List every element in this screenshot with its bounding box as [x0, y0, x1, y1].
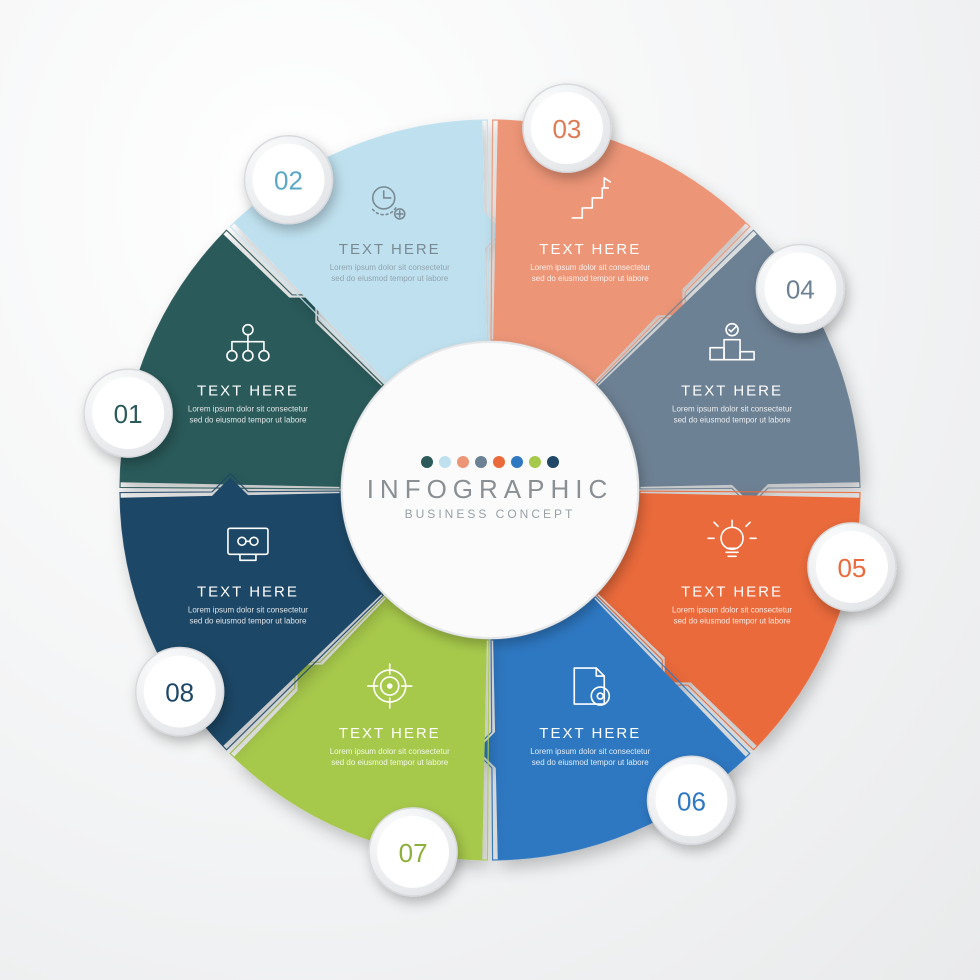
step-badge-01: 01 — [84, 369, 172, 457]
legend-dot — [547, 456, 559, 468]
segment-body-line: sed do eiusmod tempor ut labore — [331, 274, 449, 283]
segment-title: TEXT HERE — [197, 583, 299, 600]
legend-dot — [511, 456, 523, 468]
step-badge-06: 06 — [648, 756, 736, 844]
legend-dot — [493, 456, 505, 468]
segment-body-line: Lorem ipsum dolor sit consectetur — [530, 747, 650, 756]
step-number: 07 — [399, 838, 428, 868]
step-number: 06 — [677, 786, 706, 816]
step-badge-04: 04 — [756, 244, 844, 332]
segment-body-line: sed do eiusmod tempor ut labore — [532, 758, 650, 767]
legend-dot — [475, 456, 487, 468]
segment-body-line: sed do eiusmod tempor ut labore — [674, 616, 792, 625]
segment-body-line: sed do eiusmod tempor ut labore — [189, 416, 307, 425]
center-subtitle: BUSINESS CONCEPT — [405, 507, 576, 521]
segment-body-line: Lorem ipsum dolor sit consectetur — [330, 747, 450, 756]
step-number: 05 — [837, 553, 866, 583]
segment-body-line: sed do eiusmod tempor ut labore — [189, 616, 307, 625]
step-number: 01 — [114, 399, 143, 429]
segment-body-line: Lorem ipsum dolor sit consectetur — [672, 605, 792, 614]
segment-title: TEXT HERE — [539, 725, 641, 742]
segment-title: TEXT HERE — [539, 241, 641, 258]
radial-infographic: TEXT HERE Lorem ipsum dolor sit consectet… — [0, 0, 980, 980]
segment-body-line: Lorem ipsum dolor sit consectetur — [188, 605, 308, 614]
step-badge-08: 08 — [136, 648, 224, 736]
legend-dot — [457, 456, 469, 468]
legend-dot — [529, 456, 541, 468]
step-number: 04 — [786, 274, 815, 304]
legend-dot — [439, 456, 451, 468]
step-badge-07: 07 — [369, 808, 457, 896]
segment-body-line: Lorem ipsum dolor sit consectetur — [188, 405, 308, 414]
segment-body-line: sed do eiusmod tempor ut labore — [331, 758, 449, 767]
step-number: 08 — [165, 678, 194, 708]
segment-title: TEXT HERE — [681, 583, 783, 600]
segment-body-line: Lorem ipsum dolor sit consectetur — [330, 263, 450, 272]
segment-title: TEXT HERE — [197, 383, 299, 400]
segment-title: TEXT HERE — [339, 241, 441, 258]
segment-body-line: Lorem ipsum dolor sit consectetur — [530, 263, 650, 272]
step-badge-05: 05 — [808, 523, 896, 611]
segment-title: TEXT HERE — [339, 725, 441, 742]
step-number: 03 — [552, 114, 581, 144]
legend-dot — [421, 456, 433, 468]
segment-body-line: sed do eiusmod tempor ut labore — [674, 416, 792, 425]
segment-body-line: sed do eiusmod tempor ut labore — [532, 274, 650, 283]
step-badge-02: 02 — [244, 136, 332, 224]
center-title: INFOGRAPHIC — [367, 474, 614, 504]
step-badge-03: 03 — [523, 84, 611, 172]
segment-title: TEXT HERE — [681, 383, 783, 400]
segment-body-line: Lorem ipsum dolor sit consectetur — [672, 405, 792, 414]
infographic-stage: TEXT HERE Lorem ipsum dolor sit consectet… — [0, 0, 980, 980]
step-number: 02 — [274, 166, 303, 196]
